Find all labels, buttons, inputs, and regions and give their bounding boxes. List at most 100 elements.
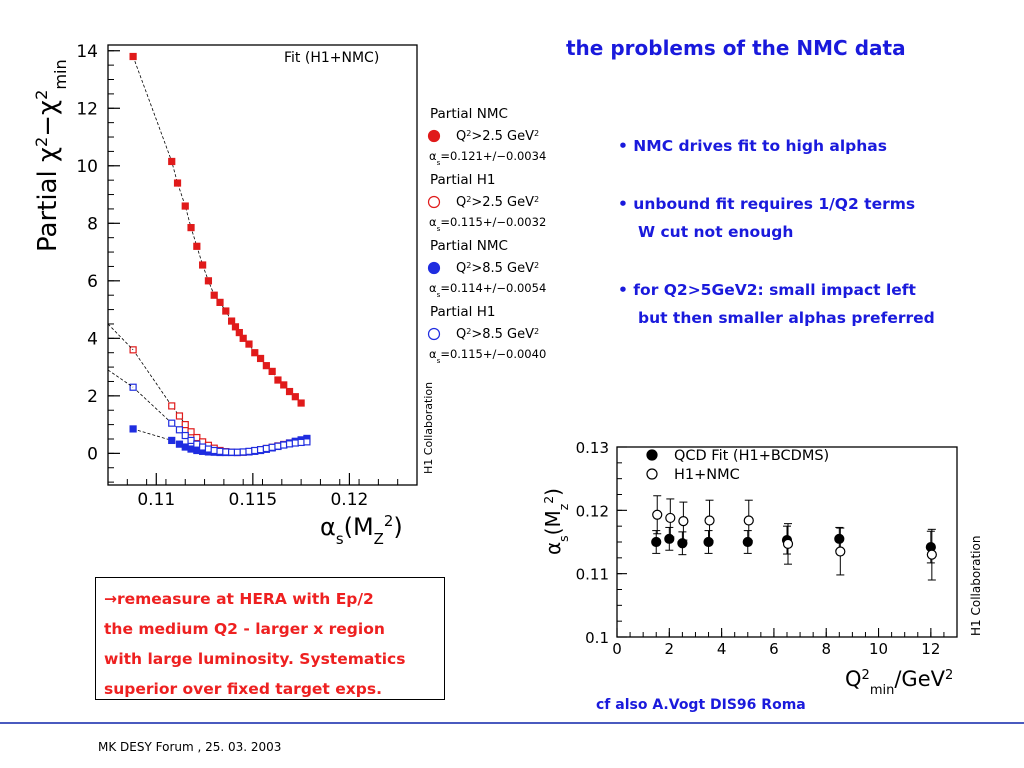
data-point	[193, 446, 201, 455]
label-part: (M	[344, 513, 374, 541]
y-tick-label: 6	[87, 272, 98, 292]
y-tick-label: 0	[87, 444, 98, 464]
data-point	[704, 515, 715, 526]
y-tick-label: 0.1	[585, 629, 609, 647]
y-tick-label: 0.12	[576, 502, 609, 520]
data-point	[129, 425, 137, 433]
legend-cut-label: Q2>2.5 GeV2	[456, 195, 539, 211]
y-axis-label: Partial χ2−χ2min	[32, 59, 70, 252]
x-tick-label: 0.12	[330, 490, 368, 510]
data-point	[245, 340, 253, 348]
data-point	[187, 428, 195, 436]
y-axis-label: αs(Mz2)	[541, 488, 571, 555]
footer-text: MK DESY Forum , 25. 03. 2003	[98, 740, 282, 754]
bullet-line: • unbound fit requires 1/Q2 terms	[618, 195, 916, 213]
data-point	[280, 441, 288, 449]
data-point	[187, 445, 195, 453]
data-point	[268, 443, 276, 451]
data-point	[231, 323, 240, 331]
label-part: α	[429, 347, 437, 361]
label-part: >2.5 GeV	[471, 129, 534, 144]
label-part: Q	[456, 129, 466, 144]
label-part: s	[437, 356, 441, 365]
label-part: )	[393, 513, 402, 541]
data-point	[665, 512, 676, 524]
label-part: Q	[456, 195, 466, 210]
slide-title: the problems of the NMC data	[566, 36, 906, 60]
x-tick-label: 0	[612, 640, 622, 658]
x-axis-label: Q2min/GeV2	[845, 667, 953, 698]
data-point	[835, 546, 846, 557]
y-tick-label: 2	[87, 387, 98, 407]
data-point	[168, 436, 176, 445]
legend-marker	[646, 449, 658, 461]
data-point	[703, 536, 714, 548]
label-part: )	[541, 488, 565, 496]
data-point	[742, 536, 753, 548]
label-part: s	[437, 224, 441, 233]
data-point	[285, 387, 294, 396]
legend-alpha-value: αs=0.114+/−0.0054	[429, 281, 546, 299]
bullet-line: W cut not enough	[638, 223, 794, 241]
data-point	[187, 224, 195, 232]
legend-cut-label: Q2>2.5 GeV2	[456, 129, 539, 145]
fit-curve	[132, 56, 302, 404]
data-point	[175, 412, 184, 420]
note-box: →remeasure at HERA with Ep/2 the medium …	[95, 577, 445, 700]
bullet-item: • unbound fit requires 1/Q2 terms W cut …	[618, 190, 1018, 246]
label-part: α	[541, 542, 565, 555]
data-point	[222, 307, 230, 315]
label-part: >8.5 GeV	[471, 327, 534, 342]
data-point	[245, 447, 253, 455]
data-point	[926, 549, 937, 560]
data-point	[181, 431, 189, 440]
data-point	[291, 393, 299, 401]
bullet-item: • NMC drives fit to high alphas	[618, 132, 1018, 160]
plot-frame	[107, 44, 418, 486]
data-point	[193, 433, 201, 442]
legend-marker	[427, 327, 441, 341]
y-tick-label: 0.13	[576, 439, 609, 457]
note-line: superior over fixed target exps.	[104, 680, 382, 698]
legend-alpha-value: αs=0.115+/−0.0040	[429, 347, 546, 365]
collaboration-label: H1 Collaboration	[422, 382, 435, 474]
data-point	[181, 421, 189, 429]
label-part: 2	[862, 668, 870, 683]
x-tick-label: 8	[821, 640, 831, 658]
data-point	[204, 277, 213, 285]
x-tick-label: 6	[769, 640, 779, 658]
x-tick-label: 0.11	[137, 490, 175, 510]
legend-alpha-value: αs=0.121+/−0.0034	[429, 149, 546, 167]
data-point	[743, 515, 754, 526]
data-point	[782, 538, 794, 550]
label-part: 2	[466, 327, 471, 336]
x-tick-label: 4	[717, 640, 727, 658]
legend-group-label: Partial NMC	[430, 238, 508, 254]
fit-curve-tail	[107, 369, 134, 388]
collaboration-label: H1 Collaboration	[969, 536, 983, 636]
data-point	[233, 448, 241, 456]
label-part: s	[437, 290, 441, 299]
data-point	[181, 202, 189, 210]
label-part: α	[429, 215, 437, 229]
legend-alpha-value: αs=0.115+/−0.0032	[429, 215, 546, 233]
note-line: →remeasure at HERA with Ep/2	[104, 590, 374, 608]
data-point	[175, 426, 184, 434]
chart-title: Fit (H1+NMC)	[284, 50, 379, 66]
label-part: 2	[32, 137, 51, 147]
data-point	[216, 298, 224, 306]
legend-group-label: Partial H1	[430, 172, 495, 188]
label-part: 2	[32, 90, 51, 100]
data-point	[664, 533, 675, 544]
data-point	[193, 242, 201, 250]
label-part: Q	[456, 327, 466, 342]
bullet-line: • for Q2>5GeV2: small impact left	[618, 281, 916, 299]
y-tick-label: 0.11	[576, 566, 609, 584]
label-part: (M	[541, 510, 565, 535]
note-line: with large luminosity. Systematics	[104, 650, 406, 668]
x-tick-label: 0.115	[229, 490, 278, 510]
y-tick-label: 14	[76, 42, 98, 62]
data-point	[280, 381, 288, 389]
data-point	[216, 447, 224, 455]
